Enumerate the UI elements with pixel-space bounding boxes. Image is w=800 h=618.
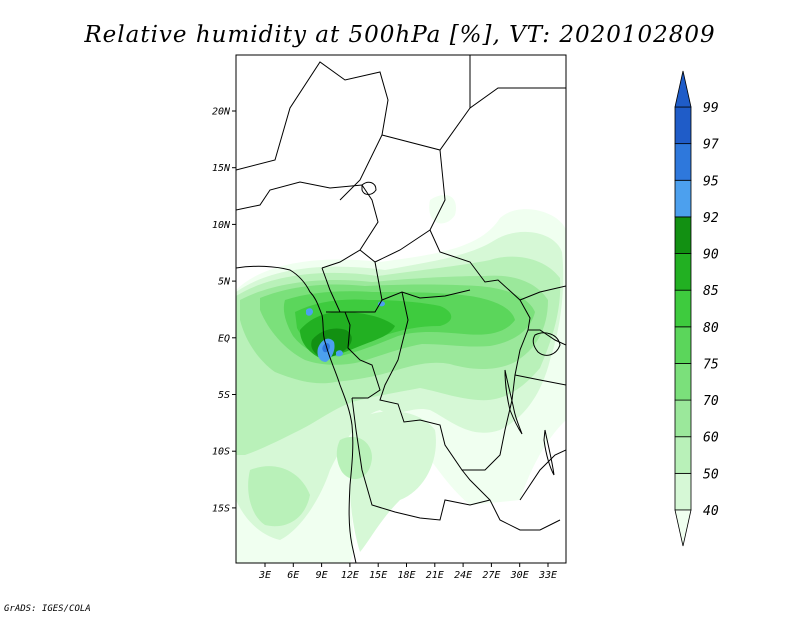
lat-tick-label: EQ — [218, 333, 230, 344]
colorbar-segment — [674, 179, 692, 218]
lon-tick-label: 18E — [397, 570, 415, 581]
colorbar-level-label: 85 — [703, 284, 719, 299]
lon-tick-label: 21E — [426, 570, 444, 581]
grads-credit: GrADS: IGES/COLA — [4, 604, 91, 614]
colorbar-level-label: 40 — [703, 504, 719, 519]
lat-tick-label: 10S — [212, 447, 230, 458]
lon-tick-label: 24E — [454, 570, 472, 581]
longitude-axis: 3E 6E 9E 12E 15E 18E 21E 24E 27E 30E 33E — [258, 563, 557, 581]
humidity-band-95-d — [336, 350, 343, 357]
lake-tanganyika — [504, 369, 523, 435]
colorbar-segment — [674, 253, 692, 291]
colorbar-level-label: 97 — [703, 138, 719, 153]
map-frame — [235, 54, 567, 564]
lon-tick-label: 9E — [316, 570, 328, 581]
border-sahara — [236, 61, 389, 201]
lat-tick-label: 5S — [218, 390, 230, 401]
lon-tick-label: 30E — [510, 570, 529, 581]
colorbar-level-label: 50 — [703, 467, 719, 482]
border-gabon-congo — [326, 311, 381, 399]
humidity-band-95-c — [378, 301, 385, 307]
coastlines-and-borders — [236, 55, 566, 563]
lat-tick-label: 10N — [212, 220, 231, 231]
colorbar: 40 50 60 70 75 80 85 90 92 95 97 99 — [674, 70, 719, 547]
colorbar-segment — [674, 143, 692, 181]
humidity-band-95-b — [306, 308, 313, 316]
border-angola — [351, 397, 491, 521]
lat-tick-label: 15S — [212, 503, 230, 514]
lon-tick-label: 15E — [369, 570, 387, 581]
border-drc-east — [379, 291, 529, 471]
map-title: Relative humidity at 500hPa [%], VT: 202… — [83, 22, 715, 48]
humidity-band-50-south — [349, 411, 436, 552]
border-car — [359, 229, 471, 301]
border-libya-egypt — [469, 55, 566, 109]
colorbar-level-label: 60 — [703, 431, 719, 446]
colorbar-segment — [674, 363, 692, 401]
colorbar-under-triangle — [674, 509, 692, 547]
lat-tick-label: 15N — [212, 163, 231, 174]
colorbar-segment — [674, 472, 692, 511]
colorbar-segment — [674, 399, 692, 438]
border-zambia-moz — [461, 449, 566, 531]
colorbar-level-label: 70 — [703, 394, 719, 409]
colorbar-level-label: 90 — [703, 248, 719, 263]
colorbar-level-label: 95 — [703, 174, 719, 189]
lake-victoria — [532, 332, 561, 356]
colorbar-level-label: 75 — [703, 357, 719, 372]
west-coast — [236, 265, 357, 563]
humidity-band-97 — [322, 343, 330, 353]
lat-tick-label: 5N — [218, 277, 231, 288]
colorbar-segment — [674, 106, 692, 145]
lon-tick-label: 3E — [258, 570, 271, 581]
lon-tick-label: 6E — [287, 570, 299, 581]
colorbar-segment — [674, 216, 692, 254]
lake-malawi — [543, 429, 555, 476]
lat-tick-label: 20N — [212, 107, 231, 118]
lake-chad — [361, 181, 377, 195]
humidity-shading — [236, 195, 566, 563]
colorbar-level-label: 80 — [703, 321, 719, 336]
map-panel: 3E 6E 9E 12E 15E 18E 21E 24E 27E 30E 33E 20N 15N 10N… — [212, 54, 567, 581]
lon-tick-label: 33E — [538, 570, 557, 581]
humidity-band-60-south-b — [336, 436, 372, 480]
border-chad-sudan — [381, 107, 566, 301]
humidity-band-40-north — [429, 195, 456, 224]
lon-tick-label: 27E — [482, 570, 500, 581]
colorbar-level-label: 99 — [703, 101, 719, 116]
colorbar-segment — [674, 326, 692, 364]
humidity-band-60-south — [248, 466, 310, 527]
lon-tick-label: 12E — [341, 570, 359, 581]
latitude-axis: 20N 15N 10N 5N EQ 5S 10S 15S — [212, 107, 236, 514]
colorbar-level-label: 92 — [703, 211, 719, 226]
colorbar-segment — [674, 289, 692, 328]
colorbar-over-triangle — [674, 70, 692, 108]
colorbar-segment — [674, 436, 692, 474]
border-east-africa — [514, 299, 566, 386]
